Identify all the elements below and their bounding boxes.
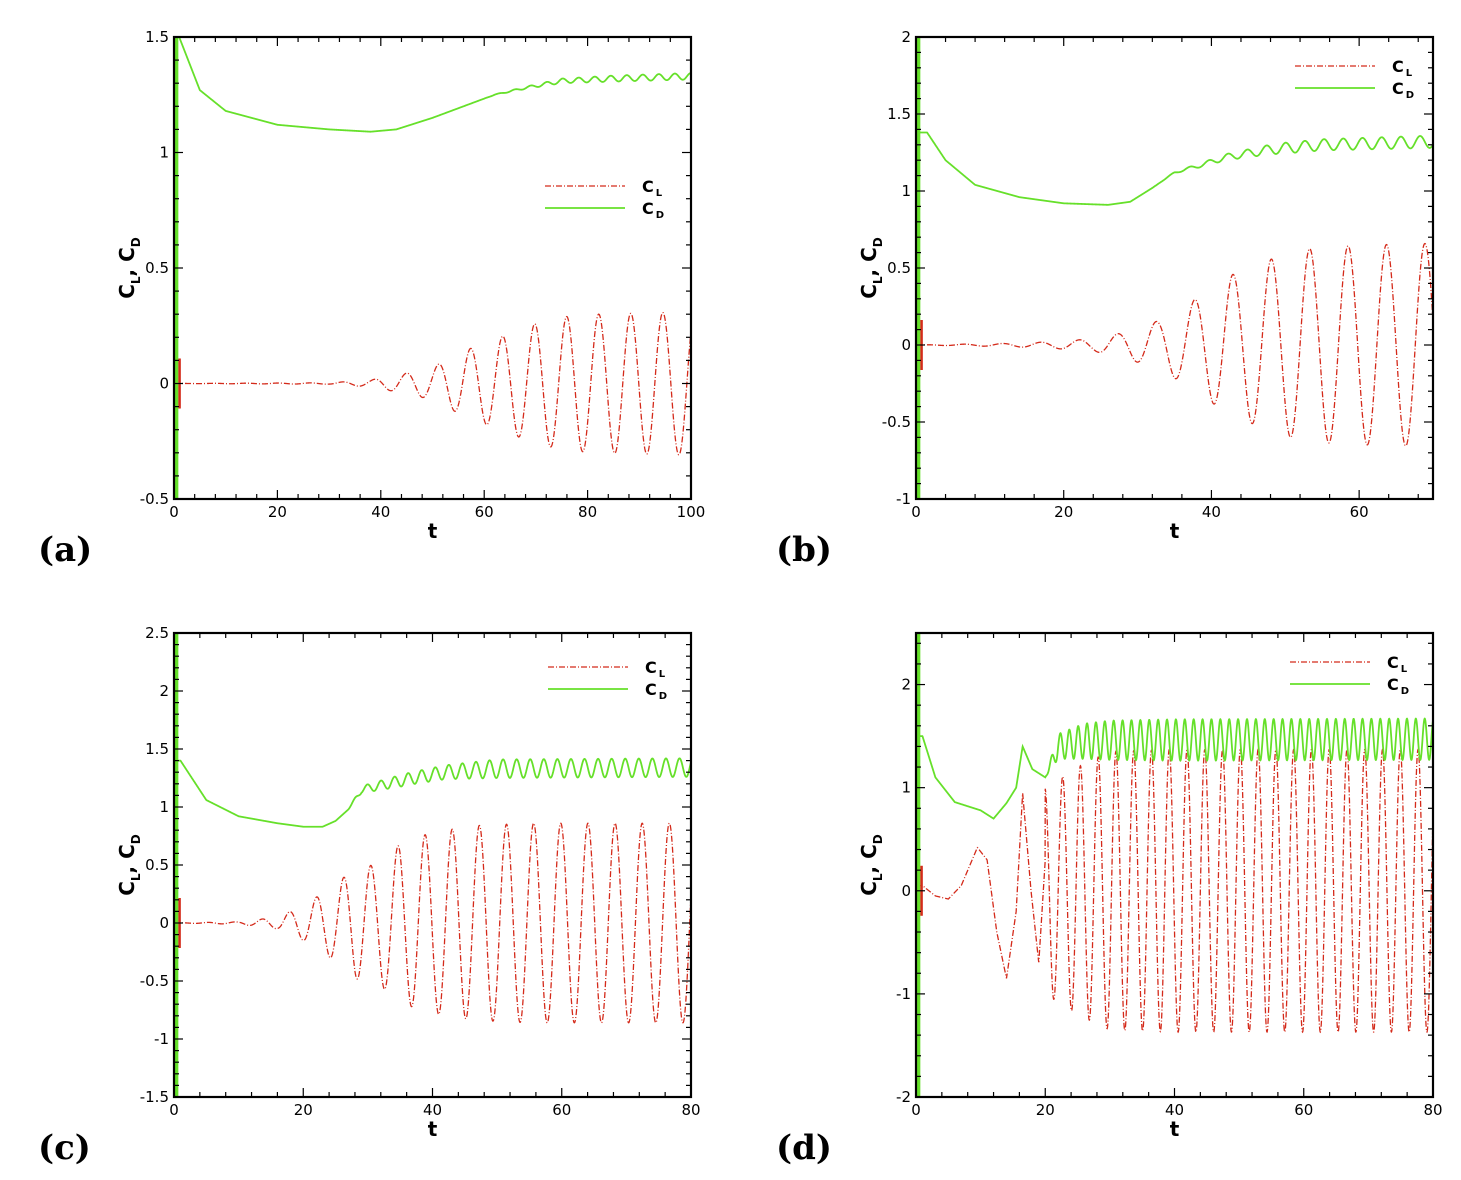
series-line-cl — [916, 748, 1433, 1034]
x-tick-label: 60 — [1294, 1101, 1313, 1119]
x-tick-label: 40 — [371, 503, 390, 521]
y-tick-label: 2 — [901, 28, 911, 46]
y-tick-label: 0 — [901, 882, 911, 900]
x-axis-label: t — [1170, 519, 1180, 543]
series-line-cd — [916, 717, 1433, 820]
x-tick-label: 80 — [681, 1101, 700, 1119]
x-tick-label: 0 — [911, 503, 921, 521]
y-tick-label: 2 — [159, 682, 169, 700]
y-tick-label: 2 — [901, 676, 911, 694]
x-axis-label: t — [428, 519, 438, 543]
legend: C LC D — [548, 658, 667, 702]
x-tick-label: 20 — [268, 503, 287, 521]
x-tick-label: 60 — [552, 1101, 571, 1119]
series-line-cl — [916, 242, 1433, 447]
y-axis-label: CL, CD — [857, 834, 885, 896]
y-tick-label: -1.5 — [140, 1088, 169, 1106]
y-tick-label: 1.5 — [145, 740, 169, 758]
x-tick-label: 20 — [1036, 1101, 1055, 1119]
axis-ticks — [173, 36, 692, 500]
chart-panel-b: 0 20 40 60 -1 -0.5 0 0.5 1 1.5 2 t CL, CD C LC D — [857, 28, 1435, 543]
y-tick-label: -2 — [896, 1088, 911, 1106]
series-line-cd — [916, 131, 1433, 206]
panel-label-a: (a) — [38, 530, 93, 570]
y-axis-label: CL, CD — [115, 834, 143, 896]
plot-area — [916, 633, 1433, 1097]
y-axis-label: CL, CD — [115, 237, 143, 299]
x-tick-label: 40 — [423, 1101, 442, 1119]
y-tick-label: -1 — [896, 985, 911, 1003]
plot-frame — [914, 631, 1435, 1099]
y-tick-label: -0.5 — [140, 490, 169, 508]
x-tick-label: 0 — [169, 503, 179, 521]
axis-ticks — [915, 36, 1433, 500]
series-line-cd — [174, 757, 691, 828]
x-tick-label: 40 — [1165, 1101, 1184, 1119]
y-tick-label: 0.5 — [145, 259, 169, 277]
y-tick-label: 1 — [901, 779, 911, 797]
x-tick-label: 60 — [1350, 503, 1369, 521]
y-tick-label: -1 — [154, 1030, 169, 1048]
legend: C LC D — [1295, 57, 1414, 101]
series-line-cl — [174, 822, 691, 1024]
panel-label-d: (d) — [776, 1128, 832, 1168]
y-tick-label: 1.5 — [145, 28, 169, 46]
legend: C LC D — [1290, 653, 1409, 697]
x-tick-label: 80 — [578, 503, 597, 521]
x-tick-label: 20 — [294, 1101, 313, 1119]
x-tick-label: 80 — [1423, 1101, 1442, 1119]
y-tick-label: 1 — [159, 798, 169, 816]
legend: C LC D — [545, 177, 664, 221]
panel-label-c: (c) — [38, 1128, 91, 1168]
axis-ticks — [915, 633, 1434, 1098]
y-tick-label: 0.5 — [145, 856, 169, 874]
x-axis-label: t — [428, 1117, 438, 1141]
y-tick-label: 1 — [901, 182, 911, 200]
x-tick-label: 20 — [1054, 503, 1073, 521]
x-tick-label: 0 — [169, 1101, 179, 1119]
x-tick-label: 100 — [677, 503, 706, 521]
plot-area — [174, 633, 691, 1097]
y-tick-label: -0.5 — [882, 413, 911, 431]
y-tick-label: 1.5 — [887, 105, 911, 123]
y-tick-label: -0.5 — [140, 972, 169, 990]
plot-area — [174, 37, 691, 499]
y-tick-label: 0 — [159, 375, 169, 393]
y-tick-label: 0 — [901, 336, 911, 354]
y-tick-label: 2.5 — [145, 624, 169, 642]
x-tick-label: 40 — [1202, 503, 1221, 521]
axis-ticks — [173, 632, 692, 1098]
x-axis-label: t — [1170, 1117, 1180, 1141]
y-tick-label: -1 — [896, 490, 911, 508]
startup-transient — [916, 633, 923, 1097]
plot-area — [916, 37, 1433, 499]
y-axis-label: CL, CD — [857, 237, 885, 299]
y-tick-label: 0.5 — [887, 259, 911, 277]
plot-frame — [172, 631, 693, 1099]
plot-frame — [914, 35, 1435, 501]
chart-panel-d: 0 20 40 60 80 -2 -1 0 1 2 t CL, CD C LC D — [857, 631, 1443, 1141]
y-tick-label: 0 — [159, 914, 169, 932]
y-tick-label: 1 — [159, 144, 169, 162]
chart-panel-c: 0 20 40 60 80 -1.5 -1 -0.5 0 0.5 1 1.5 2 2.5 t CL, CD C L… — [115, 624, 701, 1141]
series-line-cl — [174, 311, 691, 456]
plot-frame — [172, 35, 693, 501]
x-tick-label: 0 — [911, 1101, 921, 1119]
panel-label-b: (b) — [776, 530, 832, 570]
series-line-cd — [174, 37, 691, 133]
x-tick-label: 60 — [475, 503, 494, 521]
